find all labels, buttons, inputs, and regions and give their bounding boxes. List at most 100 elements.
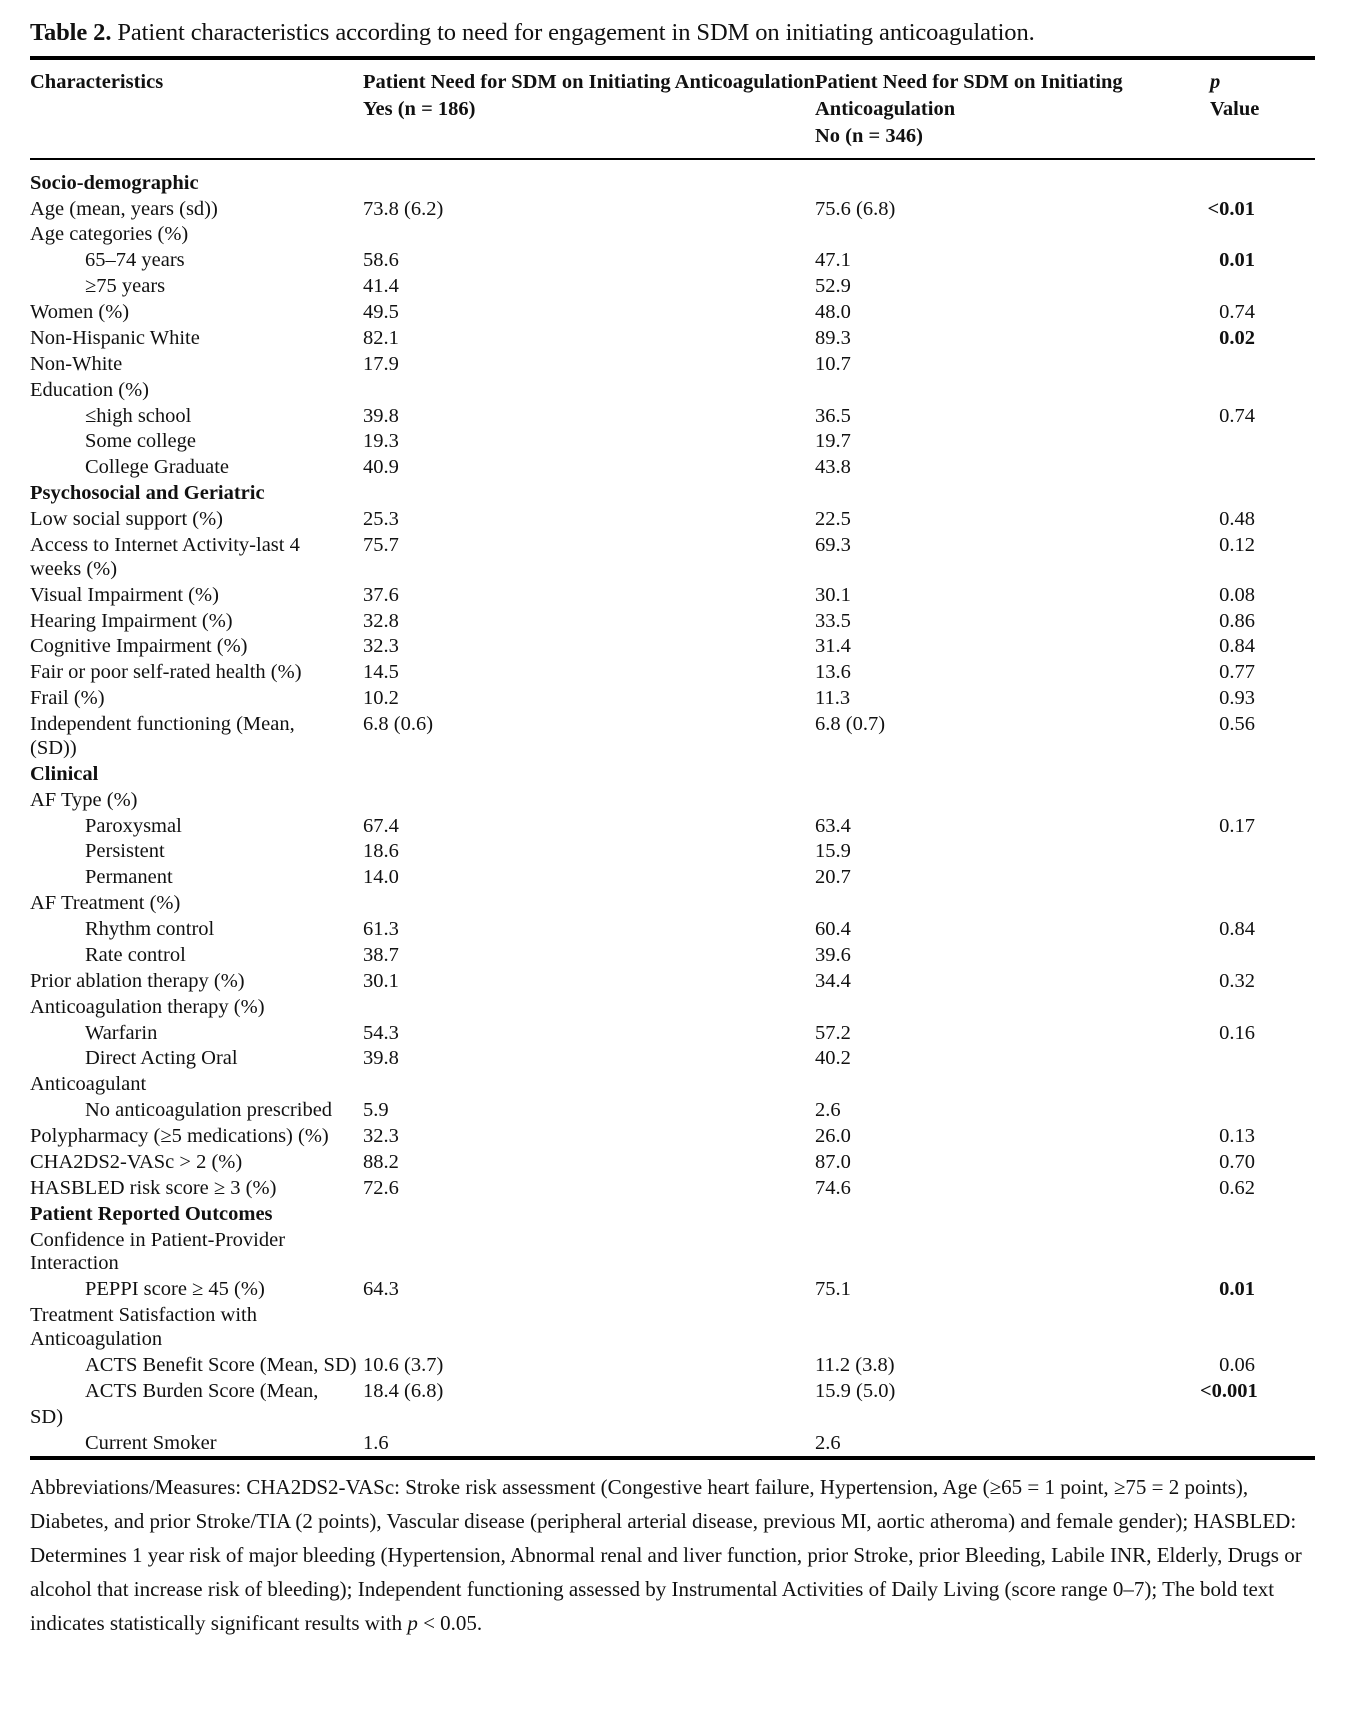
table-row: Age categories (%) <box>30 222 1315 248</box>
header-row: Characteristics Patient Need for SDM on … <box>30 60 1315 158</box>
value-p: 0.56 <box>1219 713 1255 735</box>
value-yes: 30.1 <box>363 969 399 992</box>
row-label: Current Smoker <box>85 1431 217 1454</box>
row-label: Age categories (%) <box>30 223 189 246</box>
row-label: ACTS Benefit Score (Mean, SD) <box>85 1353 357 1376</box>
row-label: Visual Impairment (%) <box>30 583 219 606</box>
table-row: Anticoagulation therapy (%) <box>30 995 1315 1021</box>
row-label: CHA2DS2-VASc > 2 (%) <box>30 1150 243 1173</box>
value-no: 30.1 <box>815 583 851 606</box>
value-no <box>815 1303 1200 1353</box>
value-no: 2.6 <box>815 1099 841 1122</box>
value-yes: 18.4 (6.8) <box>363 1379 444 1402</box>
value-no <box>815 378 1200 404</box>
table-row: Rate control 38.7 39.6 <box>30 943 1315 969</box>
table-row: Direct Acting Oral 39.8 40.2 <box>30 1046 1315 1072</box>
value-yes <box>363 378 815 404</box>
row-label: 65–74 years <box>85 249 185 272</box>
row-label: Some college <box>85 430 197 453</box>
value-yes: 10.6 (3.7) <box>363 1353 444 1376</box>
spacer-cell <box>30 160 1315 171</box>
table-row: ACTS Benefit Score (Mean, SD) 10.6 (3.7) 1… <box>30 1353 1315 1379</box>
value-p <box>1200 943 1315 969</box>
value-yes: 39.8 <box>363 404 399 427</box>
value-yes: 10.2 <box>363 687 399 710</box>
value-yes: 82.1 <box>363 326 399 349</box>
value-yes: 49.5 <box>363 301 399 323</box>
value-yes: 64.3 <box>363 1278 399 1301</box>
header-p-italic: p <box>1210 70 1221 93</box>
row-label: Access to Internet Activity-last 4 weeks… <box>30 533 300 580</box>
value-no: 87.0 <box>815 1150 851 1173</box>
value-no: 11.2 (3.8) <box>815 1353 895 1376</box>
value-p <box>1200 1431 1315 1457</box>
table-row: Current Smoker 1.6 2.6 <box>30 1431 1315 1457</box>
value-yes: 41.4 <box>363 275 399 298</box>
value-p: 0.70 <box>1219 1150 1255 1173</box>
value-p: 0.74 <box>1219 404 1255 427</box>
table-row: ≥75 years 41.4 52.9 <box>30 274 1315 300</box>
value-yes <box>363 1072 815 1098</box>
table-row: Non-Hispanic White 82.1 89.3 0.02 <box>30 326 1315 352</box>
header-characteristics: Characteristics <box>30 70 164 93</box>
value-no <box>815 1202 1200 1228</box>
section-heading: Psychosocial and Geriatric <box>30 482 265 505</box>
row-label: No anticoagulation prescribed <box>85 1099 333 1122</box>
value-p <box>1200 274 1315 300</box>
table-row: Age (mean, years (sd)) 73.8 (6.2) 75.6 (6.… <box>30 197 1315 223</box>
value-no: 34.4 <box>815 969 851 992</box>
table-row: College Graduate 40.9 43.8 <box>30 455 1315 481</box>
row-label: AF Type (%) <box>30 788 138 811</box>
row-label: Permanent <box>85 866 173 889</box>
value-p: 0.17 <box>1219 814 1255 837</box>
table-row: Warfarin 54.3 57.2 0.16 <box>30 1021 1315 1047</box>
value-p <box>1200 839 1315 865</box>
value-p: 0.77 <box>1219 661 1255 684</box>
value-yes: 61.3 <box>363 918 399 940</box>
footnote-part2: < 0.05. <box>417 1611 483 1636</box>
value-yes <box>363 481 815 507</box>
table-row: Anticoagulant <box>30 1072 1315 1098</box>
row-label: Anticoagulation therapy (%) <box>30 995 265 1018</box>
characteristics-body-table: Socio-demographic Age (mean, years (sd)) 7… <box>30 160 1315 1457</box>
table-caption: Table 2. Patient characteristics accordi… <box>30 18 1315 48</box>
value-p: 0.16 <box>1219 1021 1255 1044</box>
table-header-rule <box>30 157 1315 160</box>
value-no: 19.7 <box>815 430 851 453</box>
value-p <box>1200 1202 1315 1228</box>
row-label: Low social support (%) <box>30 508 223 530</box>
value-yes: 6.8 (0.6) <box>363 713 434 735</box>
value-p <box>1200 378 1315 404</box>
value-yes: 14.0 <box>363 866 399 889</box>
row-label: Polypharmacy (≥5 medications) (%) <box>30 1125 329 1147</box>
value-no: 10.7 <box>815 352 851 375</box>
value-p <box>1200 995 1315 1021</box>
value-p: 0.48 <box>1219 508 1255 530</box>
value-p: 0.84 <box>1219 635 1255 658</box>
value-no <box>815 222 1200 248</box>
row-label: Prior ablation therapy (%) <box>30 969 245 992</box>
value-no: 20.7 <box>815 866 851 889</box>
value-no: 36.5 <box>815 404 851 427</box>
row-label: Warfarin <box>85 1021 158 1044</box>
value-no: 75.1 <box>815 1278 851 1301</box>
value-p: 0.01 <box>1219 1278 1255 1301</box>
value-no <box>815 995 1200 1021</box>
value-no <box>815 481 1200 507</box>
value-p <box>1200 891 1315 917</box>
value-no <box>815 891 1200 917</box>
value-no: 69.3 <box>815 533 851 556</box>
value-yes: 67.4 <box>363 814 399 837</box>
value-yes <box>363 1303 815 1353</box>
value-yes <box>363 1405 815 1431</box>
value-no: 52.9 <box>815 275 851 298</box>
footnote-p-italic: p <box>407 1611 418 1636</box>
table-row: Clinical <box>30 762 1315 788</box>
value-no <box>815 1072 1200 1098</box>
row-label: Rate control <box>85 943 186 966</box>
row-label: Age (mean, years (sd)) <box>30 197 218 220</box>
value-yes: 58.6 <box>363 249 399 272</box>
value-p <box>1200 1098 1315 1124</box>
value-yes: 72.6 <box>363 1176 399 1199</box>
value-p <box>1200 352 1315 378</box>
